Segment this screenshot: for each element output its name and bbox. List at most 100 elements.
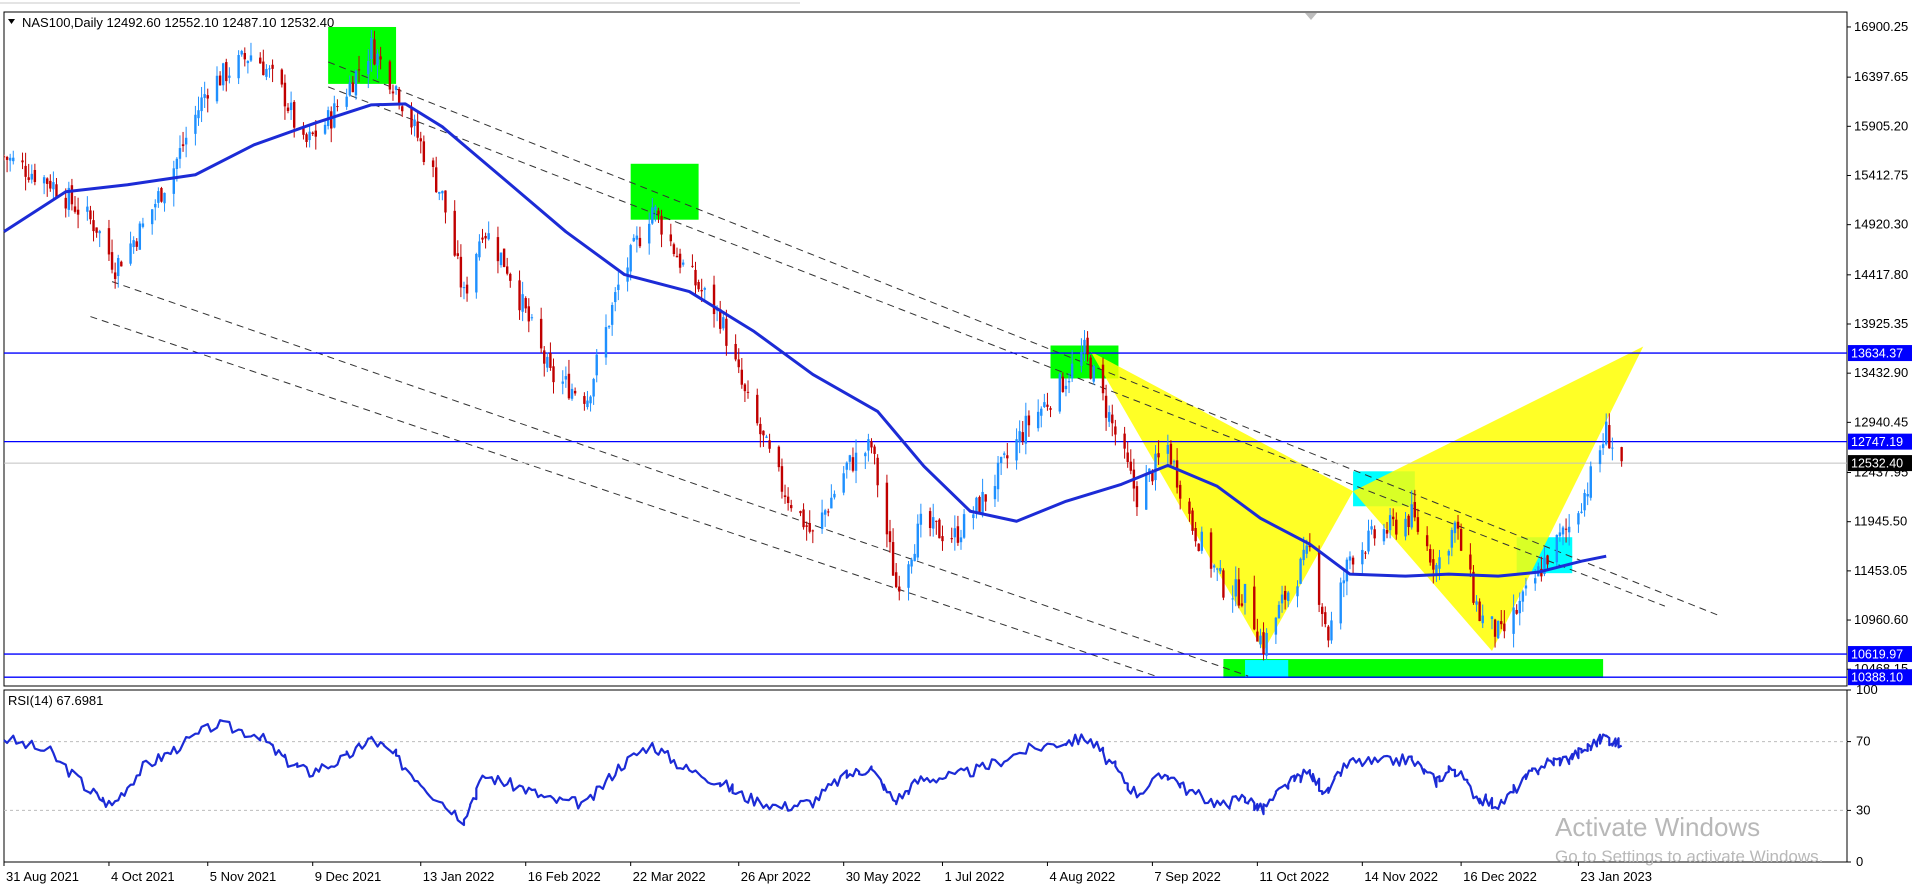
candle [984,494,987,512]
candle [1021,420,1024,446]
candle [833,490,836,500]
candle-body [1490,616,1494,620]
candle-body [1277,604,1281,619]
candle-body [1237,579,1241,606]
candle [141,217,145,229]
chevron-down-icon[interactable] [1305,13,1317,20]
candle-body [1064,385,1068,390]
candle [981,478,984,518]
candle [885,474,889,548]
rsi-tick-label: 100 [1856,682,1878,697]
candle [1046,392,1049,411]
candle [848,454,852,471]
candle-body [1407,515,1410,528]
candle [1567,514,1571,546]
x-tick-label: 1 Jul 2022 [944,869,1004,884]
candle [1191,507,1194,535]
candle-body [129,243,132,264]
candle-body [160,188,163,202]
candle [348,75,351,97]
candle-body [376,53,379,66]
candle-body [1089,357,1092,379]
candle [1583,489,1586,517]
candle-body [1546,555,1549,565]
candle [422,135,426,166]
candle-body [249,55,253,61]
candle-body [1453,522,1457,534]
candle [1561,525,1565,546]
candle-body [1018,431,1021,443]
candle [243,47,246,67]
candle-body [919,513,923,525]
candle-body [1534,578,1537,584]
candle [657,207,660,223]
candle-body [1608,425,1611,449]
candle [1382,523,1386,545]
candle [431,157,435,178]
candle [52,171,55,199]
candle-body [351,82,355,93]
candle [864,451,867,470]
candle [996,455,1000,502]
candle [1253,575,1256,631]
candle [827,508,830,517]
candle-body [1123,433,1126,449]
candle [157,187,160,208]
candle-body [1036,411,1040,429]
candle-body [314,130,317,137]
candle-body [1601,444,1605,449]
candle-body [873,446,876,454]
candle-body [194,114,197,134]
candle [1240,594,1244,608]
candle-body [1067,381,1071,383]
candle-body [434,167,438,193]
candle-body [305,134,308,143]
candle-body [527,306,531,322]
candle-body [820,512,824,529]
candle [891,528,895,576]
candle-body [311,132,314,134]
candle-body [135,241,138,247]
level-price-tag-label: 10619.97 [1851,648,1903,662]
candle-body [975,497,978,512]
candle-body [546,356,549,368]
candle-body [583,396,586,404]
candle [345,88,348,110]
candle [1373,525,1376,546]
candle-body [240,51,243,55]
candle [1027,410,1031,437]
candle-body [76,209,80,215]
candle-body [1456,521,1460,529]
candle [394,84,398,95]
candle-body [898,586,901,592]
candle [1555,534,1559,567]
candle [1425,526,1429,551]
pattern-triangle [1090,351,1354,652]
y-tick-label: 16397.65 [1854,69,1908,84]
candle [1503,610,1506,639]
candle [1620,446,1623,467]
candle-body [678,253,682,268]
candle-body [1231,598,1234,600]
candle [1404,512,1407,541]
candle-body [246,60,250,64]
candle [876,454,879,498]
dropdown-triangle-icon[interactable] [8,19,15,24]
candle [808,510,811,534]
candle-body [1209,532,1213,569]
candle-body [805,525,808,527]
candle-body [632,237,635,242]
candle [1469,543,1472,578]
candle [487,221,490,241]
candle [336,99,339,112]
candle [1080,338,1083,373]
candle-body [604,327,608,358]
candle-body [138,223,142,250]
candle [1197,543,1200,552]
candle-body [740,369,744,385]
candle-body [55,184,58,198]
candle-body [1515,609,1518,614]
candle [651,197,654,225]
candle [502,248,506,268]
